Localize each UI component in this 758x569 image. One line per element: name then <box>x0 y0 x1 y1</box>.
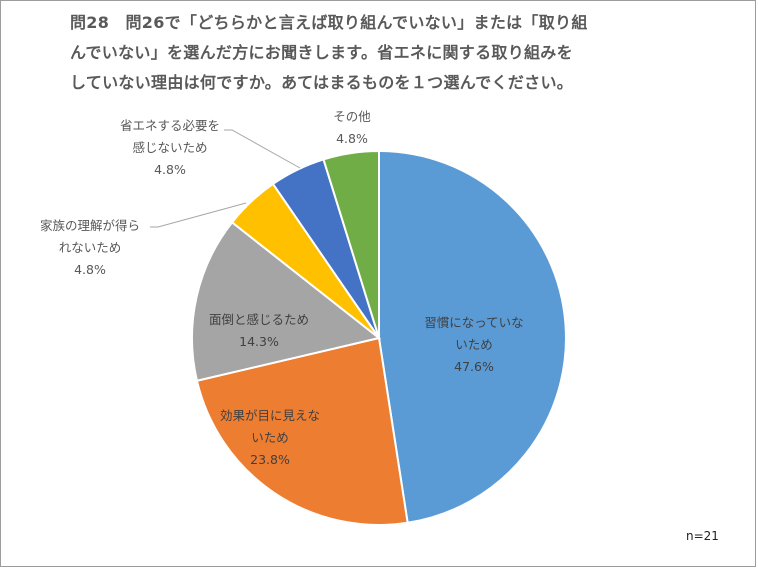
pie-slice-3 <box>191 220 382 382</box>
slice-label-line-4-2: れないため <box>59 240 122 255</box>
slice-label-6: その他 4.8% <box>333 109 371 146</box>
slice-label-line-2-1: 効果が目に見えな <box>220 408 320 423</box>
slice-percent-4: 4.8% <box>74 262 106 277</box>
slice-label-line-1-1: 習慣になっていな <box>424 315 523 330</box>
slice-label-line-3-1: 面倒と感じるため <box>209 312 309 327</box>
slice-percent-1: 47.6% <box>454 359 494 374</box>
leader-lines <box>150 129 301 228</box>
title-line-1: 問28 問26で「どちらかと言えば取り組んでいない」または「取り組 <box>70 13 588 32</box>
slice-label-line-5-2: 感じないため <box>132 140 207 155</box>
slice-label-4: 家族の理解が得られないため 4.8% <box>40 218 140 277</box>
chart-title: 問28 問26で「どちらかと言えば取り組んでいない」または「取り組 んでいない」… <box>70 8 710 98</box>
slice-label-line-5-1: 省エネする必要を <box>120 118 220 133</box>
slice-label-2: 効果が目に見えないため 23.8% <box>220 408 320 467</box>
slice-label-line-1-2: いため <box>455 337 493 352</box>
slice-label-5: 省エネする必要を感じないため 4.8% <box>120 118 220 177</box>
pie-slice-6 <box>322 149 380 339</box>
pie-slice-2 <box>195 336 409 526</box>
pie-slice-1 <box>378 149 567 524</box>
slice-label-line-2-2: いため <box>251 430 289 445</box>
pie-slices <box>191 149 567 526</box>
leader-line-4 <box>150 202 247 228</box>
slice-labels: 習慣になっていないため 47.6%効果が目に見えないため 23.8%面倒と感じるため… <box>40 109 524 467</box>
sample-size-note: n=21 <box>686 529 719 543</box>
slice-label-1: 習慣になっていないため 47.6% <box>424 315 523 374</box>
slice-percent-6: 4.8% <box>336 131 368 146</box>
slice-label-line-6-1: その他 <box>333 109 371 124</box>
slice-label-3: 面倒と感じるため 14.3% <box>209 312 309 349</box>
leader-line-5 <box>224 129 301 169</box>
slice-percent-2: 23.8% <box>250 452 290 467</box>
slice-label-line-4-1: 家族の理解が得ら <box>40 218 140 233</box>
title-line-2: んでいない」を選んだ方にお聞きします。省エネに関する取り組みを <box>70 43 573 62</box>
slice-percent-3: 14.3% <box>239 334 279 349</box>
slice-percent-5: 4.8% <box>154 162 186 177</box>
title-line-3: していない理由は何ですか。あてはまるものを１つ選んでください。 <box>70 73 574 92</box>
